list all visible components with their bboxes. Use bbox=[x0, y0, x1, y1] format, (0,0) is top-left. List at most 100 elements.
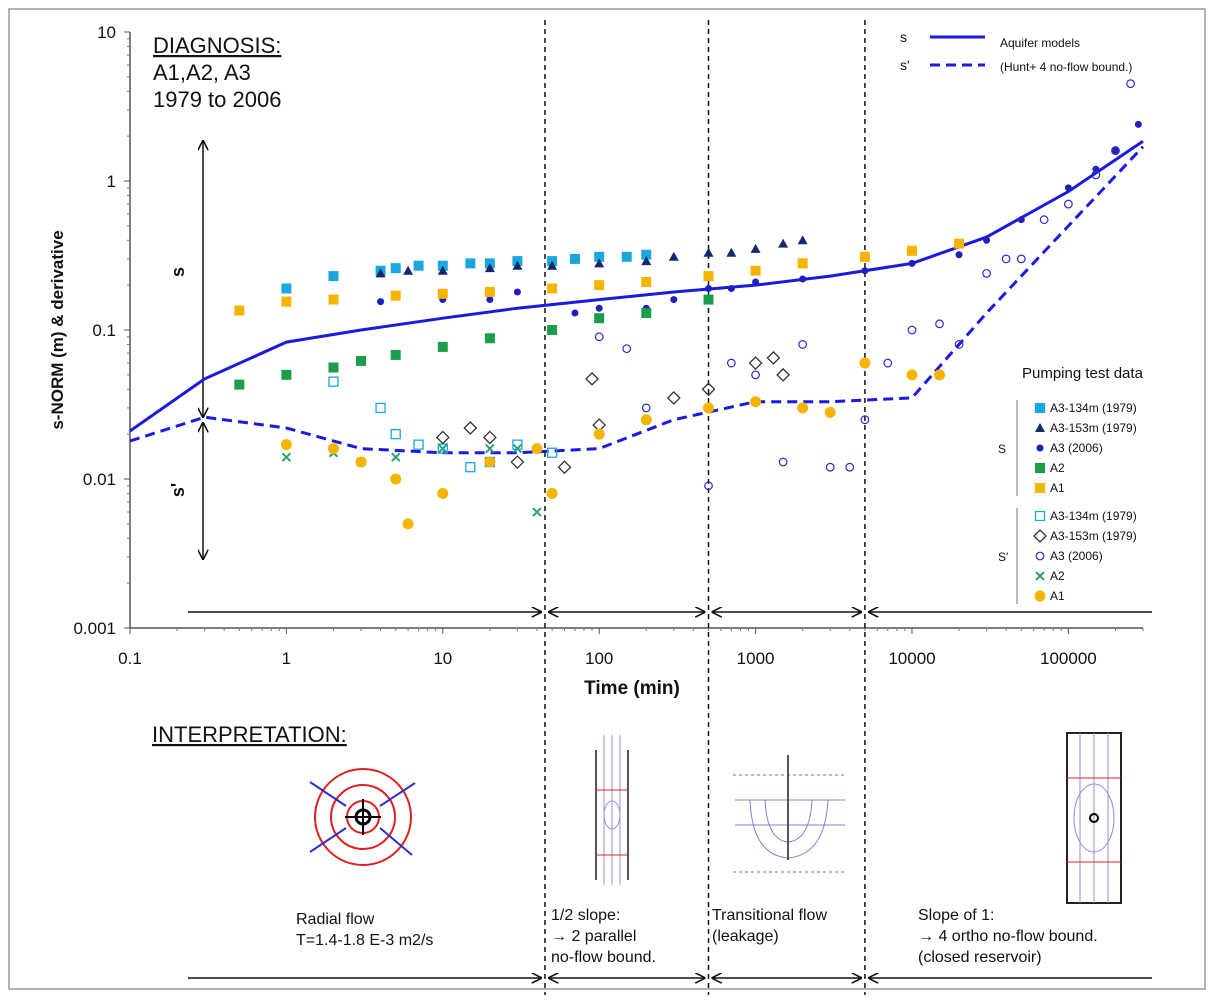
legend-label: A3-153m (1979) bbox=[1050, 421, 1137, 435]
legend-label: A3 (2006) bbox=[1050, 441, 1103, 455]
legend-marker bbox=[1035, 423, 1045, 432]
data-point bbox=[484, 333, 495, 344]
y-axis-title: s-NORM (m) & derivative bbox=[48, 230, 67, 429]
data-point bbox=[640, 414, 652, 426]
data-point bbox=[557, 460, 572, 475]
data-point bbox=[983, 236, 991, 244]
data-point bbox=[1063, 199, 1073, 209]
data-point bbox=[594, 313, 605, 324]
data-point bbox=[701, 382, 716, 397]
legend-label: A3 (2006) bbox=[1050, 549, 1103, 563]
regime-caption: Slope of 1: bbox=[918, 907, 995, 924]
data-point bbox=[845, 462, 855, 472]
legend-marker bbox=[1034, 510, 1046, 522]
diagnosis-text: 1979 to 2006 bbox=[153, 87, 281, 112]
data-point bbox=[1001, 254, 1011, 264]
legend-marker bbox=[1035, 551, 1045, 561]
data-point bbox=[824, 406, 836, 418]
data-point bbox=[595, 304, 603, 312]
data-point bbox=[403, 265, 414, 275]
data-point bbox=[825, 462, 835, 472]
data-point bbox=[1111, 147, 1119, 155]
data-point bbox=[390, 349, 401, 360]
data-point bbox=[435, 430, 450, 445]
data-point bbox=[778, 457, 788, 467]
regime-caption: Transitional flow bbox=[712, 907, 827, 924]
closed-diagram bbox=[1066, 732, 1122, 904]
data-point bbox=[465, 462, 476, 473]
legend-label: A2 bbox=[1050, 461, 1065, 475]
data-point bbox=[955, 251, 963, 259]
data-point bbox=[391, 452, 401, 462]
x-tick-label: 1 bbox=[282, 649, 291, 668]
data-point bbox=[726, 358, 736, 368]
legend-group-label: S bbox=[998, 442, 1006, 456]
data-point bbox=[703, 271, 714, 282]
data-point bbox=[799, 275, 807, 283]
legend-marker bbox=[1033, 529, 1047, 543]
data-point bbox=[234, 305, 245, 316]
data-point bbox=[510, 455, 525, 469]
data-point bbox=[390, 263, 401, 274]
data-point bbox=[547, 260, 558, 270]
data-point bbox=[413, 439, 424, 450]
data-point bbox=[797, 235, 808, 245]
model-legend-title: Aquifer models bbox=[1000, 36, 1080, 50]
data-point bbox=[234, 379, 245, 390]
data-point bbox=[594, 251, 605, 262]
x-tick-label: 0.1 bbox=[118, 649, 142, 668]
regime-caption: → 2 parallel bbox=[551, 928, 636, 945]
legend-label: A2 bbox=[1050, 569, 1065, 583]
data-point bbox=[1091, 170, 1101, 180]
model-legend-label: s bbox=[900, 29, 907, 45]
data-point bbox=[547, 325, 558, 335]
parallel-diagram bbox=[595, 735, 629, 885]
legend-marker bbox=[1036, 444, 1044, 452]
data-point bbox=[935, 319, 944, 329]
data-point bbox=[703, 402, 715, 414]
data-point bbox=[641, 308, 652, 319]
data-point bbox=[622, 344, 632, 354]
series bbox=[280, 357, 946, 530]
data-point bbox=[934, 369, 946, 381]
x-axis-title: Time (min) bbox=[584, 678, 680, 699]
data-point bbox=[1017, 216, 1025, 224]
x-tick-label: 10 bbox=[433, 649, 452, 668]
model-line bbox=[129, 139, 1144, 433]
data-point bbox=[484, 456, 496, 468]
data-point bbox=[569, 253, 580, 264]
data-point bbox=[621, 251, 632, 262]
data-point bbox=[594, 280, 605, 291]
series bbox=[435, 350, 791, 475]
diagnosis-text: DIAGNOSIS: bbox=[153, 33, 281, 58]
data-point bbox=[438, 443, 448, 454]
data-point bbox=[585, 371, 599, 386]
data-point bbox=[641, 256, 652, 266]
legend-label: A1 bbox=[1050, 589, 1065, 603]
legend-label: A3-134m (1979) bbox=[1050, 401, 1137, 415]
model-legend-title: (Hunt+ 4 no-flow bound.) bbox=[1000, 60, 1132, 74]
data-point bbox=[485, 443, 495, 454]
series bbox=[281, 443, 542, 517]
data-point bbox=[513, 288, 521, 296]
data-point bbox=[328, 271, 339, 282]
data-point bbox=[641, 403, 651, 413]
data-point bbox=[375, 402, 386, 414]
data-point bbox=[954, 238, 965, 249]
data-point bbox=[328, 362, 339, 373]
data-point bbox=[484, 263, 495, 273]
data-point bbox=[798, 340, 808, 349]
regime-caption: (leakage) bbox=[712, 928, 779, 945]
regime-caption: no-flow bound. bbox=[551, 949, 656, 966]
data-point bbox=[776, 367, 791, 382]
legend-label: A3-134m (1979) bbox=[1050, 509, 1137, 523]
data-point bbox=[750, 243, 761, 253]
legend-marker bbox=[1035, 403, 1045, 413]
data-point bbox=[750, 396, 762, 408]
data-point bbox=[726, 247, 737, 257]
data-point bbox=[641, 249, 652, 260]
data-point bbox=[752, 278, 760, 286]
data-point bbox=[437, 487, 449, 499]
data-point bbox=[484, 286, 495, 297]
